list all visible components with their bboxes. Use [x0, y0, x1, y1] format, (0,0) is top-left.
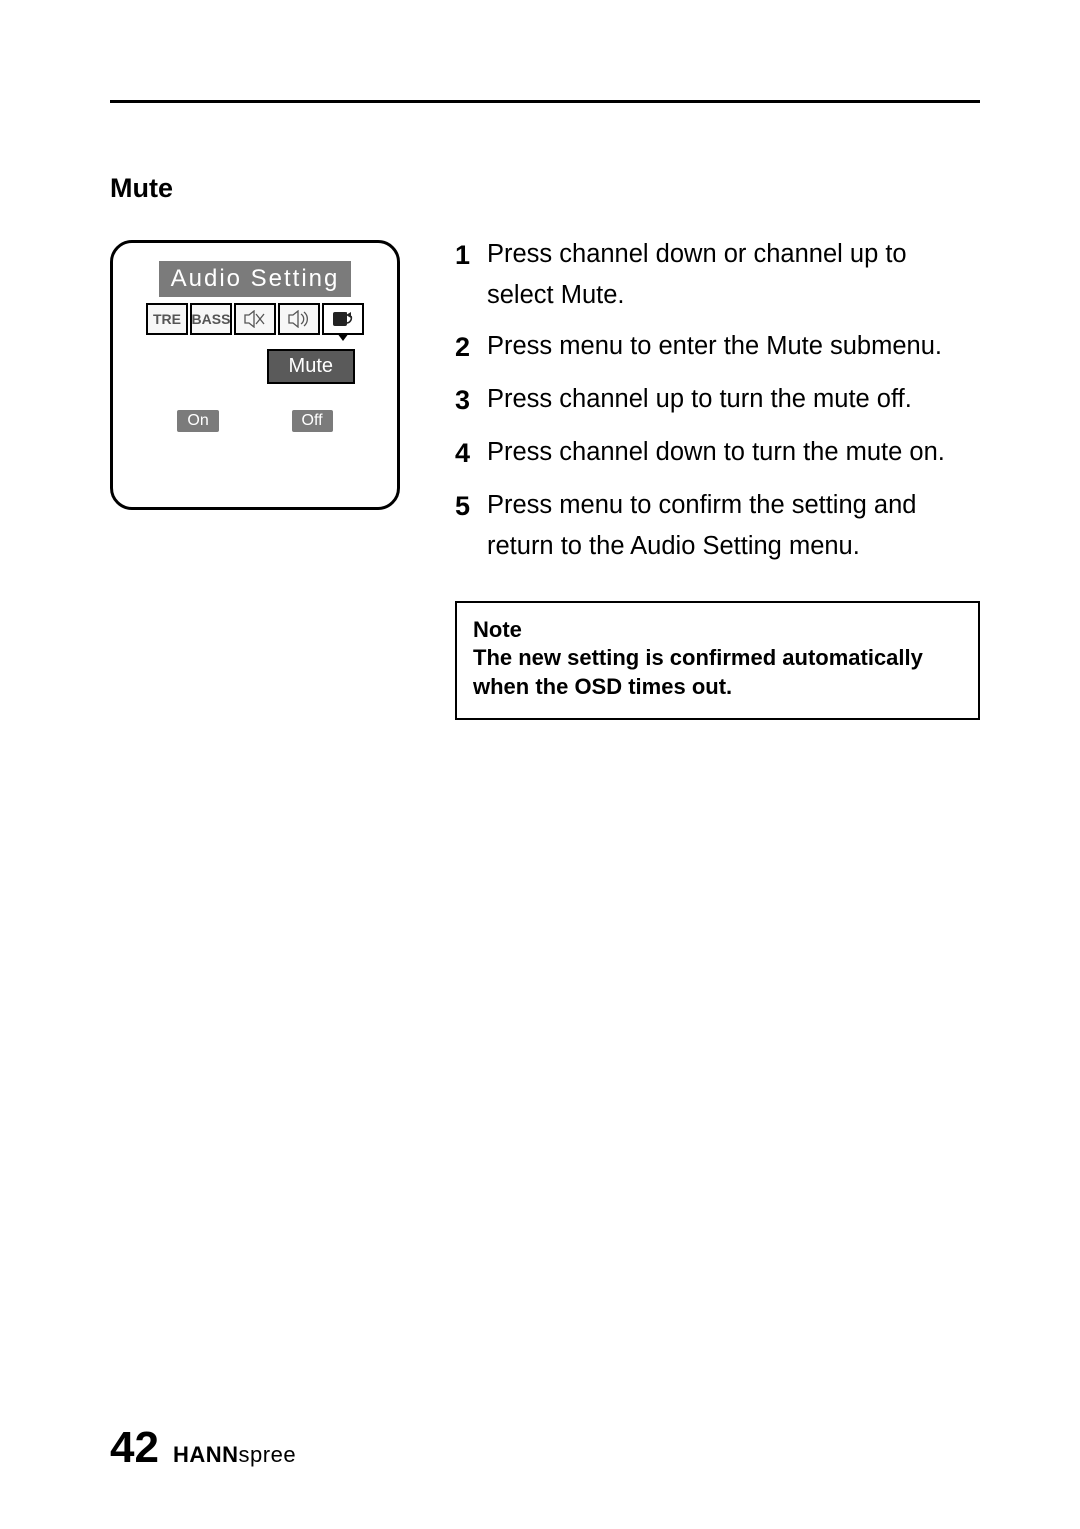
osd-tab-caret-icon: [337, 333, 349, 341]
osd-option-on: On: [177, 410, 218, 432]
osd-tab-reset-icon: [322, 303, 364, 335]
note-label: Note: [473, 617, 962, 643]
reset-icon: [331, 310, 355, 328]
steps-list: 1 Press channel down or channel up to se…: [455, 234, 980, 567]
speaker-mute-icon: [243, 310, 267, 328]
header-rule: [110, 100, 980, 103]
step-text: Press channel down or channel up to sele…: [487, 234, 980, 316]
osd-tab-tre: TRE: [146, 303, 188, 335]
step-text: Press channel up to turn the mute off.: [487, 379, 980, 422]
osd-selected-label: Mute: [267, 349, 355, 384]
instructions-column: 1 Press channel down or channel up to se…: [455, 234, 980, 720]
brand-logo: HANNspree: [173, 1442, 296, 1468]
note-box: Note The new setting is confirmed automa…: [455, 601, 980, 720]
osd-tab-bass: BASS: [190, 303, 232, 335]
note-text: The new setting is confirmed automatical…: [473, 643, 962, 702]
step-item: 4 Press channel down to turn the mute on…: [455, 432, 980, 475]
osd-title: Audio Setting: [159, 261, 352, 297]
page-number: 42: [110, 1423, 159, 1473]
brand-bold: HANN: [173, 1442, 239, 1467]
step-item: 3 Press channel up to turn the mute off.: [455, 379, 980, 422]
step-number: 5: [455, 485, 487, 567]
osd-tab-speaker-wave-icon: [278, 303, 320, 335]
osd-figure: Audio Setting TRE BASS: [110, 234, 400, 510]
step-text: Press menu to confirm the setting and re…: [487, 485, 980, 567]
step-item: 5 Press menu to confirm the setting and …: [455, 485, 980, 567]
speaker-wave-icon: [287, 310, 311, 328]
osd-option-off: Off: [292, 410, 333, 432]
osd-tab-speaker-mute-icon: [234, 303, 276, 335]
step-text: Press channel down to turn the mute on.: [487, 432, 980, 475]
step-number: 4: [455, 432, 487, 475]
brand-light: spree: [239, 1442, 297, 1467]
step-item: 1 Press channel down or channel up to se…: [455, 234, 980, 316]
osd-tabs: TRE BASS: [146, 303, 364, 335]
step-text: Press menu to enter the Mute submenu.: [487, 326, 980, 369]
page-footer: 42 HANNspree: [110, 1423, 296, 1473]
content-row: Audio Setting TRE BASS: [110, 234, 980, 720]
step-number: 3: [455, 379, 487, 422]
osd-panel: Audio Setting TRE BASS: [110, 240, 400, 510]
page: Mute Audio Setting TRE BASS: [0, 0, 1080, 1529]
step-item: 2 Press menu to enter the Mute submenu.: [455, 326, 980, 369]
step-number: 1: [455, 234, 487, 316]
osd-options: On Off: [125, 410, 385, 432]
step-number: 2: [455, 326, 487, 369]
section-title: Mute: [110, 173, 980, 204]
